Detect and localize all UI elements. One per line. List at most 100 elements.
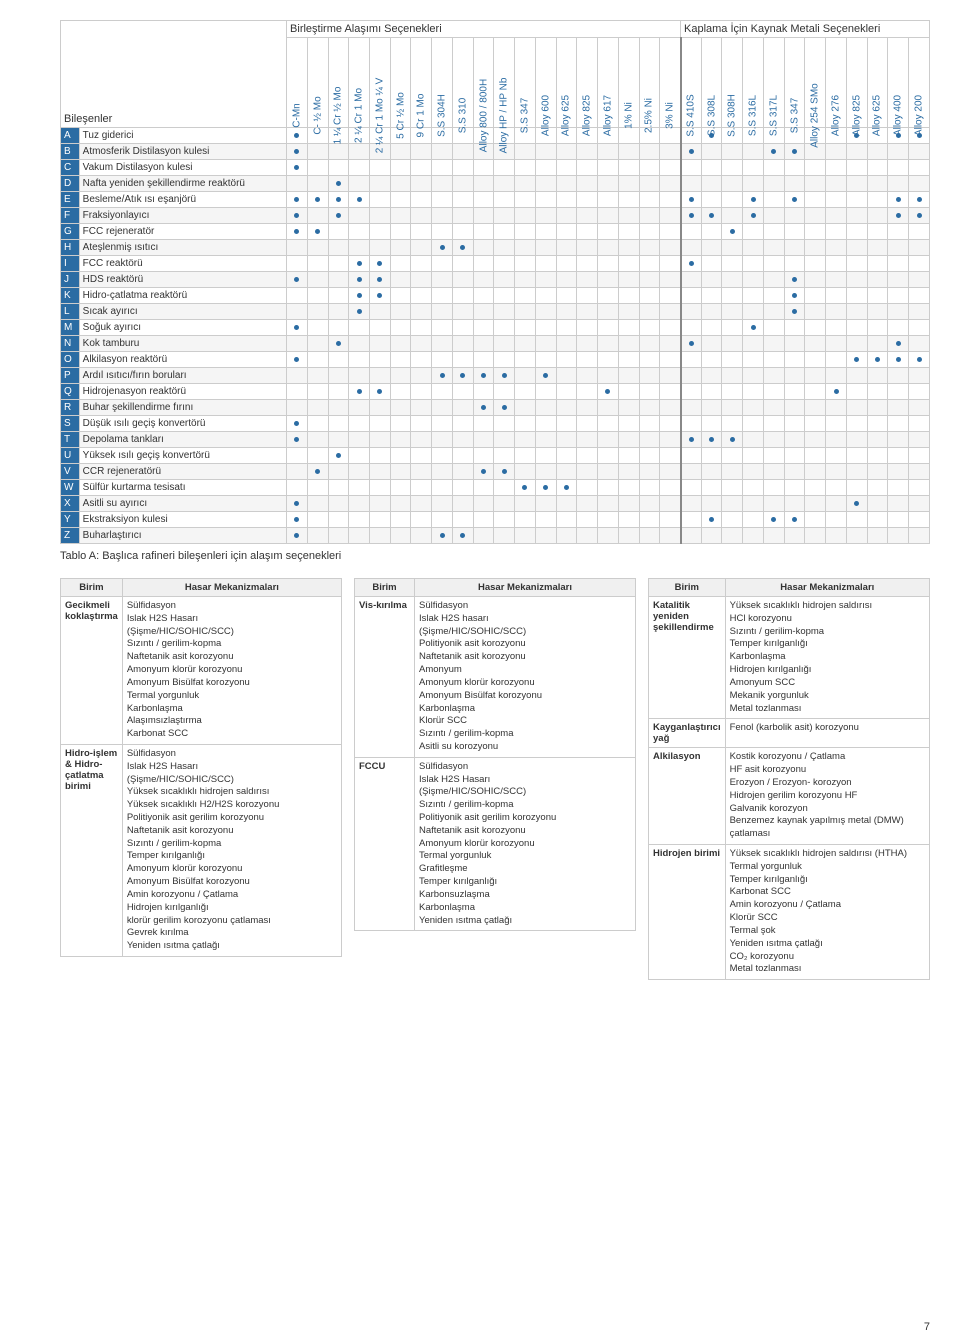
cell [287, 128, 308, 144]
mechanism-item: Naftetanik asit korozyonu [127, 651, 337, 664]
cell [846, 304, 867, 320]
cell [639, 480, 660, 496]
cell [287, 528, 308, 544]
column-header: S.S 347 [515, 38, 536, 128]
table-row: VCCR rejeneratörü [61, 464, 930, 480]
cell [473, 160, 494, 176]
cell [618, 384, 639, 400]
row-name: FCC reaktörü [79, 256, 286, 272]
cell [307, 400, 328, 416]
cell [390, 288, 411, 304]
table-row: CVakum Distilasyon kulesi [61, 160, 930, 176]
cell [826, 352, 847, 368]
cell [556, 176, 577, 192]
cell [784, 352, 805, 368]
row-name: Depolama tankları [79, 432, 286, 448]
cell [494, 272, 515, 288]
cell [722, 304, 743, 320]
cell [660, 448, 681, 464]
cell [701, 288, 722, 304]
table-row: KHidro-çatlatma reaktörü [61, 288, 930, 304]
cell [909, 528, 930, 544]
cell [515, 144, 536, 160]
cell [681, 144, 702, 160]
cell [598, 400, 619, 416]
table-row: ZBuharlaştırıcı [61, 528, 930, 544]
cell [867, 496, 888, 512]
cell [473, 224, 494, 240]
mechanism-item: Sülfidasyon [419, 761, 631, 774]
row-letter: R [61, 400, 80, 416]
cell [494, 160, 515, 176]
cell [452, 208, 473, 224]
cell [743, 192, 764, 208]
row-name: Atmosferik Distilasyon kulesi [79, 144, 286, 160]
cell [598, 528, 619, 544]
table-row: EBesleme/Atık ısı eşanjörü [61, 192, 930, 208]
cell [805, 400, 826, 416]
column-header: Alloy HP / HP Nb [494, 38, 515, 128]
cell [328, 288, 349, 304]
cell [515, 272, 536, 288]
cell [577, 336, 598, 352]
cell [660, 272, 681, 288]
cell [763, 448, 784, 464]
cell [349, 352, 370, 368]
cell [701, 416, 722, 432]
cell [618, 192, 639, 208]
cell [867, 240, 888, 256]
cell [328, 240, 349, 256]
cell [349, 448, 370, 464]
cell [432, 224, 453, 240]
cell [494, 304, 515, 320]
row-name: Asitli su ayırıcı [79, 496, 286, 512]
cell [763, 496, 784, 512]
cell [701, 320, 722, 336]
cell [287, 416, 308, 432]
table-row: SDüşük ısılı geçiş konvertörü [61, 416, 930, 432]
mechanisms-header: Hasar Mekanizmaları [725, 579, 929, 597]
cell [369, 304, 390, 320]
row-name: Fraksiyonlayıcı [79, 208, 286, 224]
cell [369, 192, 390, 208]
cell [287, 432, 308, 448]
cell [556, 352, 577, 368]
row-name: Hidro-çatlatma reaktörü [79, 288, 286, 304]
cell [452, 496, 473, 512]
cell [846, 416, 867, 432]
cell [784, 144, 805, 160]
cell [473, 256, 494, 272]
cell [390, 192, 411, 208]
mechanism-item: Temper kırılganlığı [730, 874, 925, 887]
column-header: S.S 310 [452, 38, 473, 128]
row-name: Yüksek ısılı geçiş konvertörü [79, 448, 286, 464]
row-letter: P [61, 368, 80, 384]
table-row: MSoğuk ayırıcı [61, 320, 930, 336]
cell [639, 320, 660, 336]
cell [618, 320, 639, 336]
cell [763, 240, 784, 256]
cell [307, 304, 328, 320]
mechanism-item: Karbonlaşma [419, 902, 631, 915]
row-letter: I [61, 256, 80, 272]
mechanism-item: Karbonsuzlaşma [419, 889, 631, 902]
cell [743, 400, 764, 416]
mechanisms-cell: SülfidasyonIslak H2S hasarı(Şişme/HIC/SO… [415, 597, 636, 758]
cell [867, 304, 888, 320]
mechanism-item: Hidrojen kırılganlığı [730, 664, 925, 677]
mechanism-item: Fenol (karbolik asit) korozyonu [730, 722, 925, 735]
cell [639, 176, 660, 192]
cell [577, 528, 598, 544]
cell [349, 256, 370, 272]
cell [826, 480, 847, 496]
cell [846, 256, 867, 272]
cell [369, 256, 390, 272]
cell [639, 256, 660, 272]
column-header: Alloy 200 [909, 38, 930, 128]
cell [888, 448, 909, 464]
cell [867, 464, 888, 480]
cell [328, 368, 349, 384]
cell [473, 240, 494, 256]
cell [556, 208, 577, 224]
cell [390, 336, 411, 352]
